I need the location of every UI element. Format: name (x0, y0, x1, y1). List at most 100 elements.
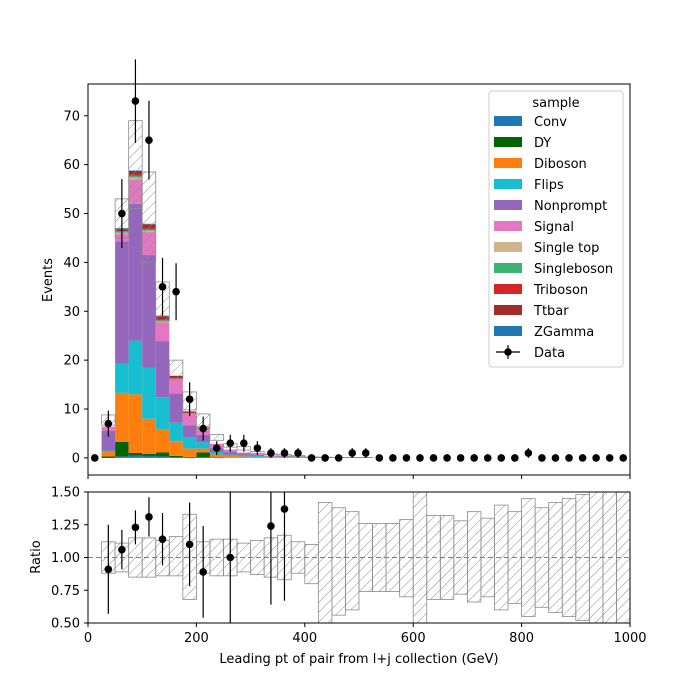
y-tick-label-0: 0 (72, 451, 80, 466)
bar-nonprompt-5 (155, 341, 170, 398)
bar-flips-10 (223, 454, 238, 456)
ratio-uncertainty-bin-28 (466, 511, 482, 603)
data-points (90, 59, 628, 462)
ratio-point-2 (131, 523, 140, 532)
ratio-point-0 (104, 565, 113, 574)
bar-nonprompt-2 (115, 241, 129, 364)
data-point-9 (212, 444, 221, 452)
y-axis-label: Events (41, 258, 56, 302)
y-tick-label-10: 10 (63, 403, 80, 418)
data-point-17 (321, 454, 329, 462)
bar-flips-7 (182, 437, 197, 449)
y-tick-label-50: 50 (63, 207, 80, 222)
bar-flips-11 (237, 454, 251, 457)
data-point-25 (429, 454, 438, 462)
legend-label-ttbar: Ttbar (533, 304, 569, 319)
bar-diboson-4 (142, 418, 156, 454)
x-tick-label-0: 0 (84, 631, 92, 646)
bar-nonprompt-12 (250, 454, 265, 456)
bar-diboson-8 (196, 448, 210, 453)
data-point-21 (375, 454, 384, 462)
legend-swatch-single-top (494, 242, 522, 252)
x-axis-label: Leading pt of pair from l+j collection (… (219, 652, 498, 667)
legend-label-flips: Flips (534, 178, 564, 193)
bar-flips-8 (196, 442, 210, 449)
legend-label-conv: Conv (534, 115, 567, 130)
bar-diboson-7 (182, 448, 197, 457)
bar-signal-6 (169, 379, 183, 394)
bar-diboson-9 (209, 454, 224, 458)
bar-nonprompt-1 (101, 431, 116, 451)
bar-nonprompt-10 (223, 452, 238, 455)
ratio-point-1 (118, 545, 126, 554)
ratio-point-4 (158, 535, 167, 543)
data-point-20 (361, 449, 370, 457)
legend-data-marker (504, 348, 512, 356)
ratio-uncertainty-bin-17 (317, 502, 333, 624)
bar-diboson-3 (128, 394, 143, 454)
bar-dy-8 (196, 452, 210, 458)
legend-label-data: Data (534, 346, 565, 361)
bar-nonprompt-6 (169, 393, 183, 423)
bar-flips-12 (250, 455, 265, 457)
data-point-26 (443, 454, 451, 462)
bar-nonprompt-11 (237, 453, 251, 455)
ratio-uncertainty-bin-16 (304, 544, 319, 585)
ratio-y-tick-label-1.00: 1.00 (51, 551, 80, 566)
ratio-uncertainty-bin-19 (345, 511, 360, 611)
data-point-13 (267, 449, 275, 457)
bar-flips-6 (169, 422, 183, 442)
uncertainty-bin-4 (141, 171, 157, 263)
ratio-point-9 (280, 505, 289, 513)
bar-flips-3 (128, 340, 143, 395)
data-point-34 (551, 454, 560, 462)
data-point-10 (226, 439, 235, 448)
bar-nonprompt-7 (182, 425, 197, 438)
x-tick-label-400: 400 (292, 631, 317, 646)
bar-diboson-11 (237, 456, 251, 458)
data-point-27 (456, 454, 465, 462)
x-tick-label-600: 600 (401, 631, 426, 646)
legend-label-triboson: Triboson (533, 283, 588, 298)
x-tick-label-200: 200 (184, 631, 209, 646)
bar-dy-2 (115, 441, 129, 457)
legend-swatch-ttbar (494, 305, 522, 315)
bar-dy-1 (101, 456, 116, 458)
ratio-y-tick-label-0.75: 0.75 (51, 584, 80, 599)
legend-swatch-conv (494, 116, 522, 126)
bar-diboson-2 (115, 392, 129, 442)
ratio-uncertainty-bin-6 (168, 536, 184, 577)
legend-frame (488, 90, 624, 368)
bar-nonprompt-3 (128, 203, 143, 341)
data-point-23 (402, 454, 411, 462)
legend-label-signal: Signal (534, 220, 574, 235)
ratio-points (104, 492, 289, 623)
bar-dy-5 (155, 452, 170, 457)
bar-conv-2 (115, 456, 129, 458)
x-tick-label-1000: 1000 (613, 631, 646, 646)
data-point-32 (524, 449, 533, 457)
bar-flips-5 (155, 397, 170, 430)
bar-signal-7 (182, 413, 197, 426)
legend-swatch-zgamma (494, 326, 522, 336)
data-point-16 (307, 454, 316, 462)
bar-diboson-5 (155, 429, 170, 453)
legend: sample Conv DY Diboson Flips Nonprompt Signal… (488, 90, 624, 368)
data-point-2 (118, 209, 126, 218)
bar-diboson-10 (223, 455, 238, 458)
data-point-35 (565, 454, 573, 462)
bar-conv-3 (128, 455, 143, 458)
bar-diboson-12 (250, 456, 265, 458)
data-point-37 (592, 454, 600, 462)
legend-label-zgamma: ZGamma (534, 325, 594, 340)
data-point-39 (619, 454, 628, 462)
data-point-11 (240, 439, 248, 448)
y-tick-label-30: 30 (63, 305, 80, 320)
uncertainty-bin-9 (209, 434, 224, 441)
data-point-12 (253, 444, 262, 452)
legend-label-dy: DY (534, 136, 551, 151)
data-point-15 (294, 449, 302, 457)
main-axes: 0 10 20 30 40 50 60 70 (63, 109, 631, 479)
data-point-22 (389, 454, 397, 462)
